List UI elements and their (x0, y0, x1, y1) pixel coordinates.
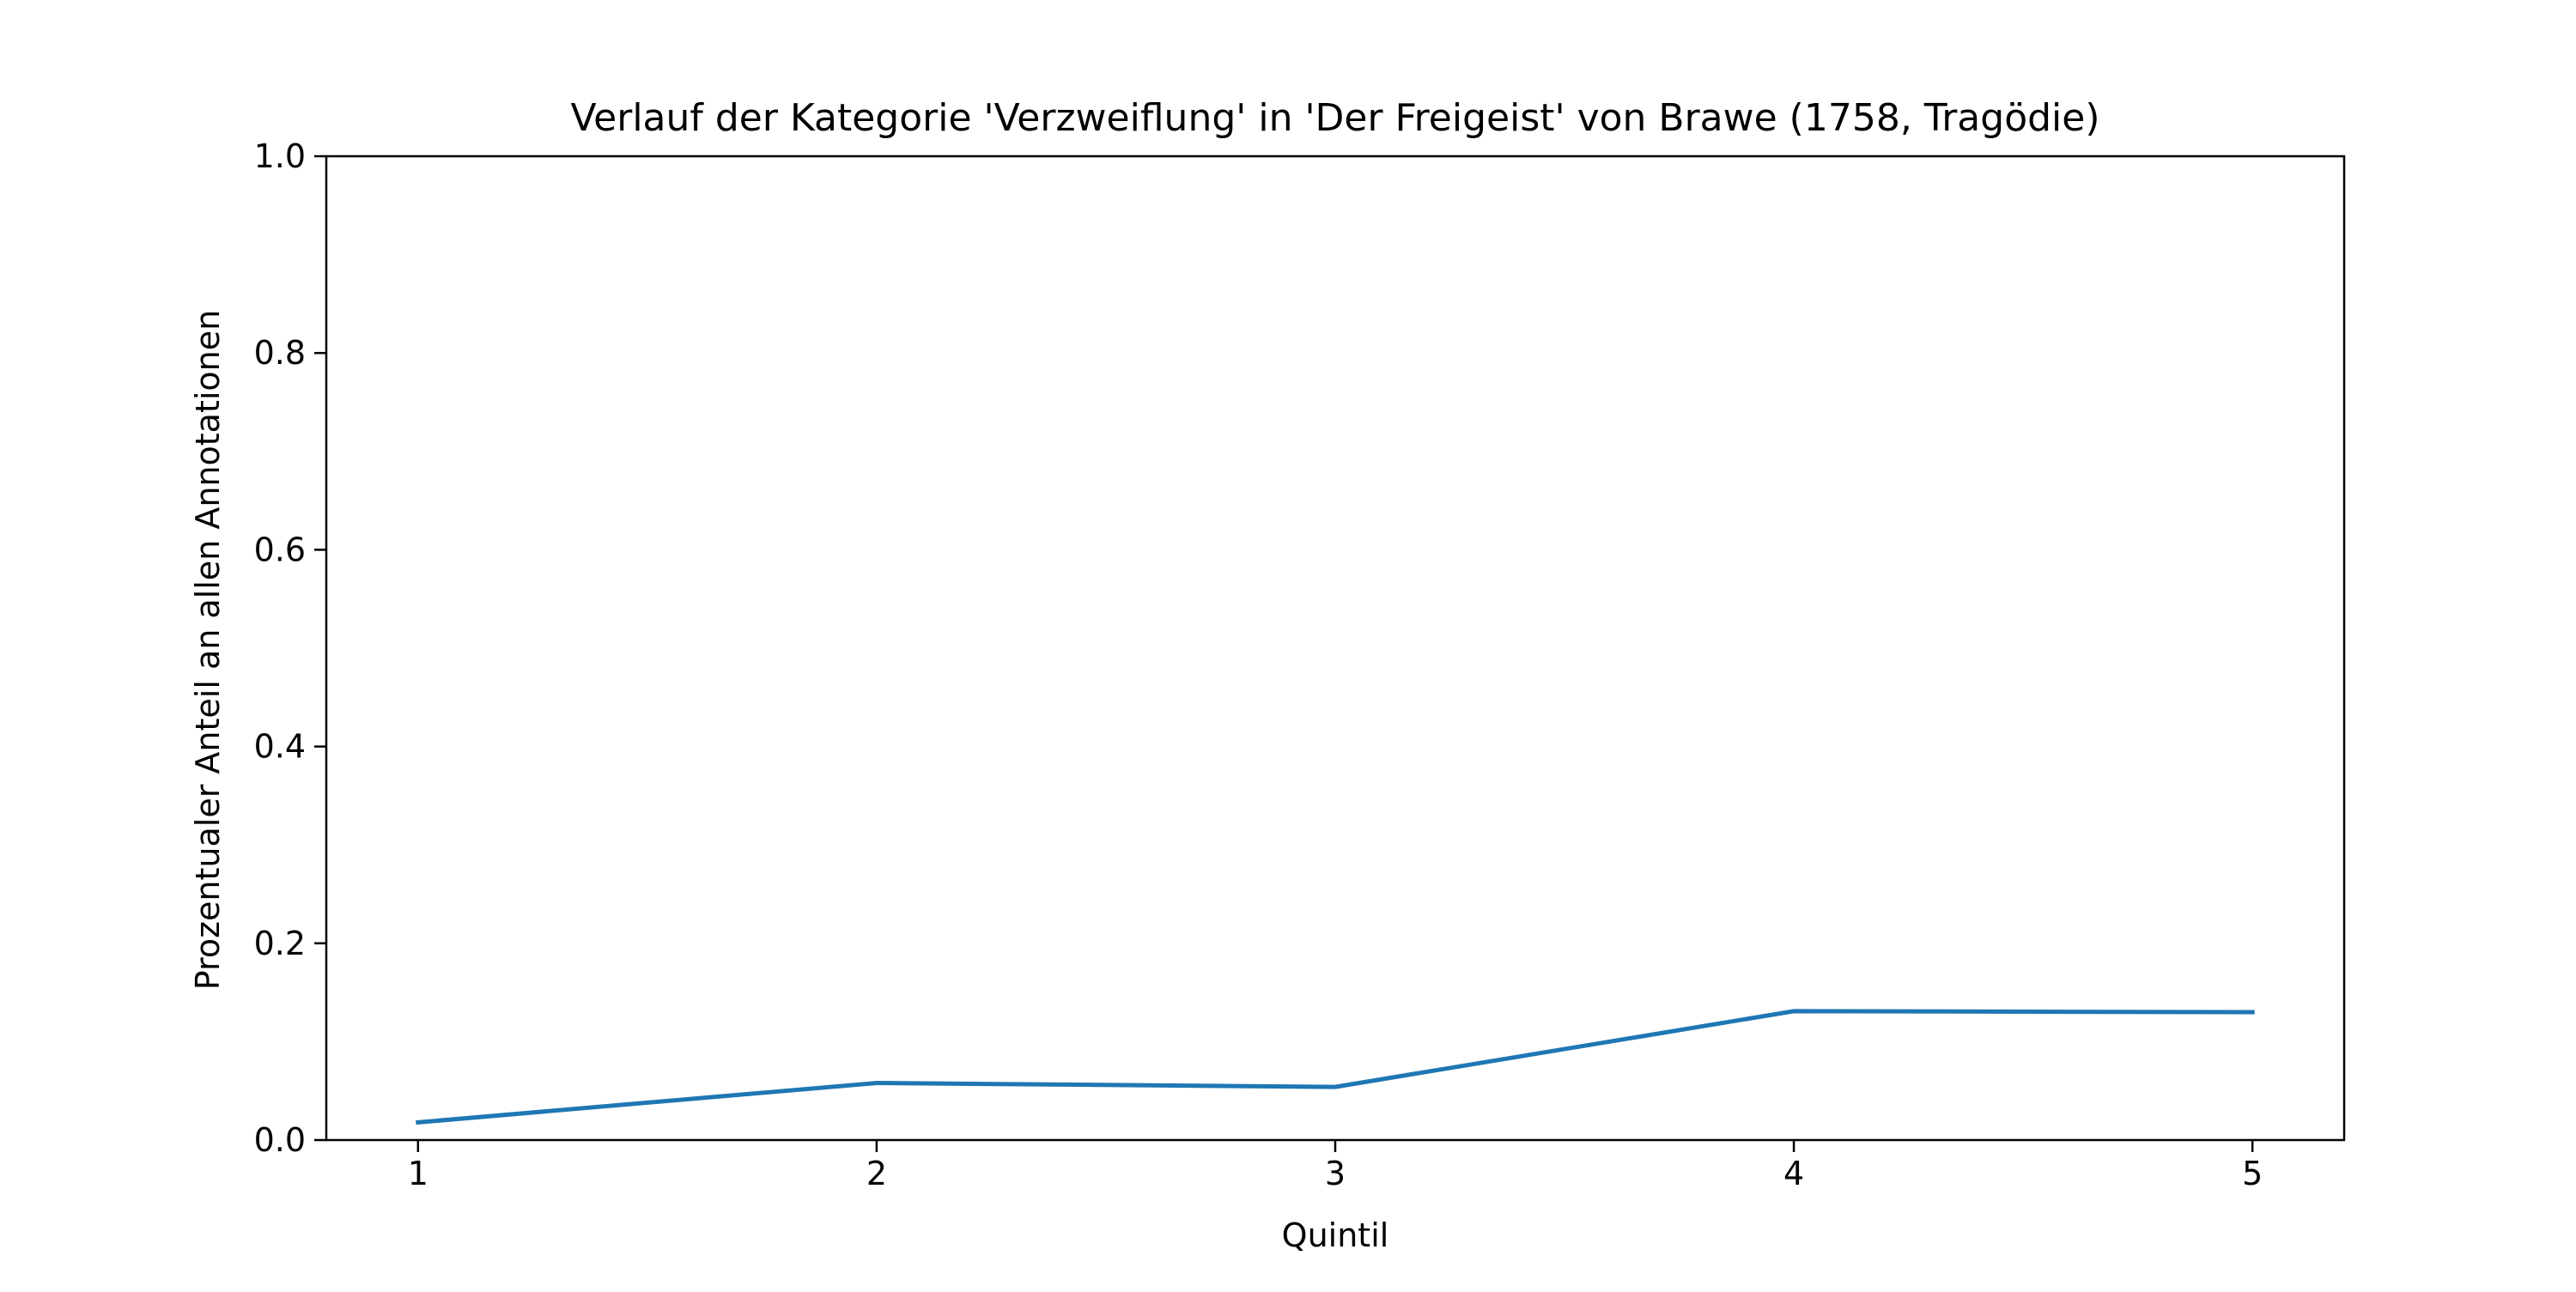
series-layer (418, 1011, 2253, 1123)
x-tick-label: 2 (866, 1155, 887, 1192)
y-tick-label: 0.2 (254, 925, 306, 962)
x-tick-label: 3 (1325, 1155, 1346, 1192)
y-tick-label: 0.6 (254, 531, 306, 568)
y-axis-label: Prozentualer Anteil an allen Annotatione… (189, 310, 227, 990)
y-tick-label: 0.4 (254, 728, 306, 766)
y-tick-label: 0.0 (254, 1121, 306, 1159)
series-line (418, 1011, 2252, 1122)
x-tick-label: 4 (1783, 1155, 1804, 1192)
axis-ticks: 1 2 3 4 5 0.0 0.2 0.4 0.6 0.8 1.0 (254, 137, 2263, 1192)
y-tick-label: 0.8 (254, 334, 306, 372)
x-tick-label: 1 (408, 1155, 428, 1192)
chart-title: Verlauf der Kategorie 'Verzweiflung' in … (570, 96, 2099, 140)
y-tick-label: 1.0 (254, 137, 306, 175)
plot-frame (326, 156, 2344, 1140)
x-axis-label: Quintil (1282, 1216, 1389, 1254)
x-tick-label: 5 (2242, 1155, 2263, 1192)
